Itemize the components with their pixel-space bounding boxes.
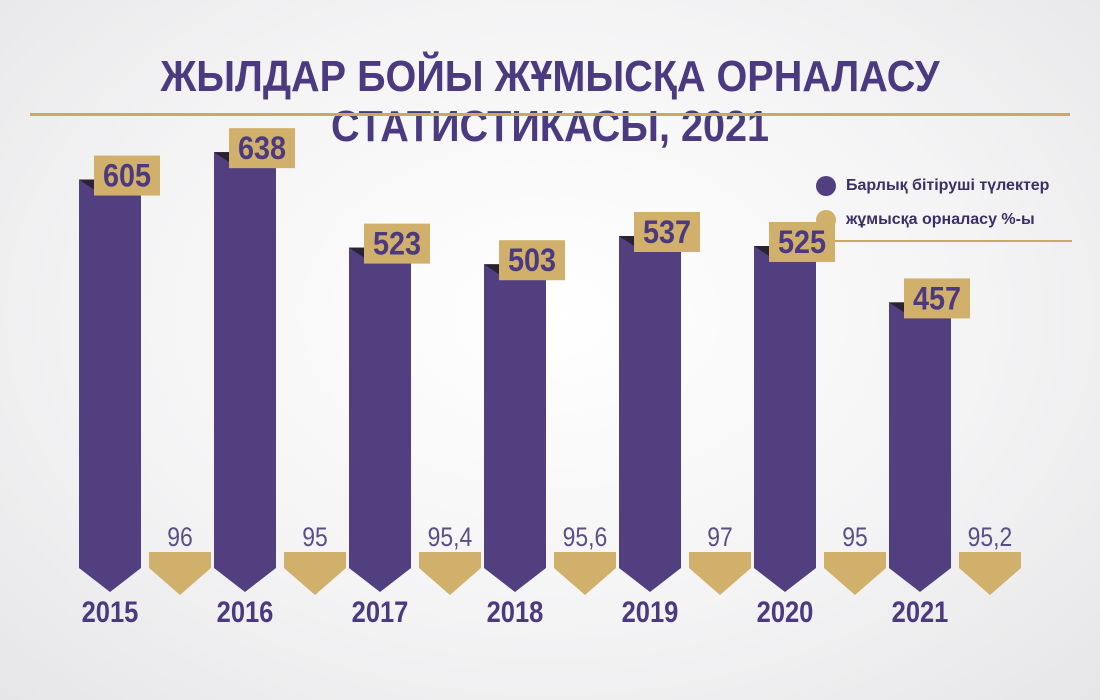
data-label-graduates-2020: 525 bbox=[778, 225, 826, 261]
label-fold-2016 bbox=[214, 152, 229, 163]
label-box-2016 bbox=[229, 128, 295, 169]
data-label-graduates-2015: 605 bbox=[103, 158, 151, 194]
bar-graduates-2020 bbox=[754, 245, 816, 592]
bar-graduates-2021 bbox=[889, 302, 951, 592]
label-box-2017 bbox=[364, 223, 430, 264]
label-fold-2017 bbox=[349, 247, 364, 258]
bar-graduates-2016 bbox=[214, 152, 276, 593]
data-label-employment-2015: 96 bbox=[167, 522, 193, 552]
bar-employment-2020 bbox=[824, 552, 886, 595]
legend-swatch-graduates bbox=[816, 176, 836, 196]
legend-label-employment: жұмысқа орналасу %-ы bbox=[846, 211, 1035, 228]
bar-graduates-2015 bbox=[79, 179, 141, 592]
data-label-graduates-2021: 457 bbox=[913, 281, 961, 317]
x-tick-label-2018: 2018 bbox=[487, 595, 544, 628]
x-tick-label-2017: 2017 bbox=[352, 595, 409, 628]
x-tick-label-2021: 2021 bbox=[892, 595, 949, 628]
data-label-graduates-2018: 503 bbox=[508, 243, 556, 279]
label-fold-2021 bbox=[889, 302, 904, 313]
data-label-employment-2020: 95 bbox=[842, 522, 868, 552]
bar-employment-2017 bbox=[419, 552, 481, 595]
label-box-2019 bbox=[634, 212, 700, 252]
label-fold-2019 bbox=[619, 236, 634, 246]
label-box-2015 bbox=[94, 155, 160, 196]
data-label-graduates-2016: 638 bbox=[238, 131, 286, 167]
bar-employment-2016 bbox=[284, 552, 346, 595]
data-label-employment-2018: 95,6 bbox=[563, 522, 608, 552]
x-tick-label-2015: 2015 bbox=[82, 595, 139, 628]
data-label-employment-2021: 95,2 bbox=[968, 522, 1013, 552]
label-box-2020 bbox=[769, 221, 835, 262]
legend-item-graduates: Барлық бітіруші түлектер bbox=[816, 172, 1076, 200]
bar-graduates-2019 bbox=[619, 236, 681, 592]
x-tick-label-2019: 2019 bbox=[622, 595, 679, 628]
bar-employment-2021 bbox=[959, 552, 1021, 595]
legend-underline bbox=[818, 240, 1072, 242]
legend-label-graduates: Барлық бітіруші түлектер bbox=[846, 177, 1050, 194]
bar-graduates-2018 bbox=[484, 264, 546, 592]
title-underline bbox=[30, 113, 1070, 116]
label-box-2018 bbox=[499, 240, 565, 281]
label-fold-2020 bbox=[754, 245, 769, 256]
label-fold-2018 bbox=[484, 264, 499, 275]
bar-employment-2015 bbox=[149, 552, 211, 595]
chart-title: ЖЫЛДАР БОЙЫ ЖҰМЫСҚА ОРНАЛАСУ СТАТИСТИКАС… bbox=[160, 52, 940, 151]
bar-employment-2018 bbox=[554, 552, 616, 595]
data-label-employment-2016: 95 bbox=[302, 522, 328, 552]
x-tick-label-2020: 2020 bbox=[757, 595, 814, 628]
data-label-employment-2019: 97 bbox=[707, 522, 733, 552]
data-label-graduates-2019: 537 bbox=[643, 215, 691, 251]
bar-graduates-2017 bbox=[349, 247, 411, 592]
bar-employment-2019 bbox=[689, 552, 751, 595]
data-label-employment-2017: 95,4 bbox=[428, 522, 473, 552]
label-box-2021 bbox=[904, 278, 970, 319]
data-label-graduates-2017: 523 bbox=[373, 226, 421, 262]
label-fold-2015 bbox=[79, 179, 94, 190]
x-tick-label-2016: 2016 bbox=[217, 595, 274, 628]
